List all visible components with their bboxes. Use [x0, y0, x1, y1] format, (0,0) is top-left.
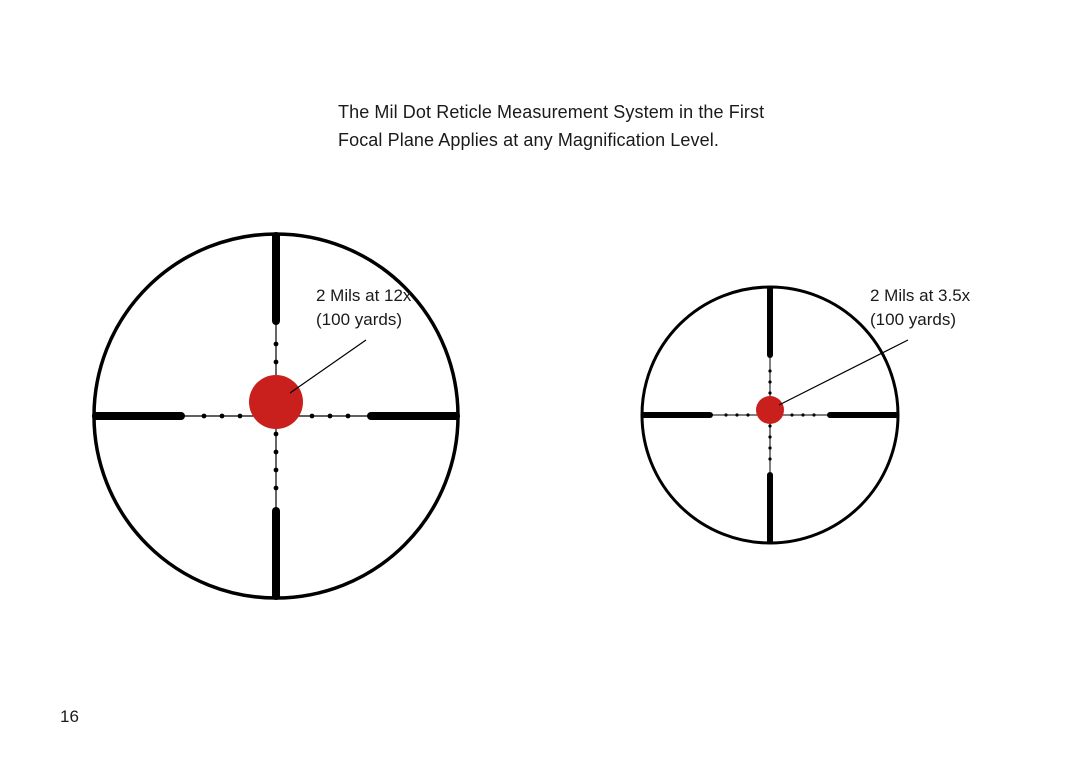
- mil-dot-left: [274, 468, 279, 473]
- mil-dot-right: [724, 413, 727, 416]
- mil-dot-right: [735, 413, 738, 416]
- mil-dot-right: [801, 413, 804, 416]
- mil-dot-left: [274, 486, 279, 491]
- mil-dot-left: [220, 414, 225, 419]
- mil-dot-left: [274, 360, 279, 365]
- mil-dot-right: [790, 413, 793, 416]
- mil-dot-right: [746, 413, 749, 416]
- mil-dot-right: [812, 413, 815, 416]
- title-line-1: The Mil Dot Reticle Measurement System i…: [338, 102, 764, 122]
- mil-dot-left: [274, 432, 279, 437]
- mil-dot-right: [768, 391, 771, 394]
- mil-dot-left: [328, 414, 333, 419]
- annotation-left-line2: (100 yards): [316, 310, 402, 329]
- mil-dot-left: [238, 414, 243, 419]
- mil-dot-left: [202, 414, 207, 419]
- target-dot-right: [756, 396, 784, 424]
- annotation-leader-left: [290, 340, 366, 393]
- mil-dot-left: [346, 414, 351, 419]
- annotation-right-line1: 2 Mils at 3.5x: [870, 286, 970, 305]
- mil-dot-right: [768, 457, 771, 460]
- mil-dot-left: [274, 342, 279, 347]
- mil-dot-left: [274, 450, 279, 455]
- mil-dot-right: [768, 446, 771, 449]
- mil-dot-right: [768, 380, 771, 383]
- annotation-leader-right: [779, 340, 908, 405]
- target-dot-left: [249, 375, 303, 429]
- scope-right: [642, 287, 908, 543]
- annotation-right: 2 Mils at 3.5x (100 yards): [870, 284, 970, 332]
- title-line-2: Focal Plane Applies at any Magnification…: [338, 130, 719, 150]
- annotation-left: 2 Mils at 12x (100 yards): [316, 284, 411, 332]
- annotation-right-line2: (100 yards): [870, 310, 956, 329]
- mil-dot-right: [768, 435, 771, 438]
- mil-dot-right: [768, 369, 771, 372]
- title-block: The Mil Dot Reticle Measurement System i…: [338, 98, 858, 154]
- mil-dot-left: [310, 414, 315, 419]
- page-number: 16: [60, 707, 79, 727]
- mil-dot-right: [768, 424, 771, 427]
- annotation-left-line1: 2 Mils at 12x: [316, 286, 411, 305]
